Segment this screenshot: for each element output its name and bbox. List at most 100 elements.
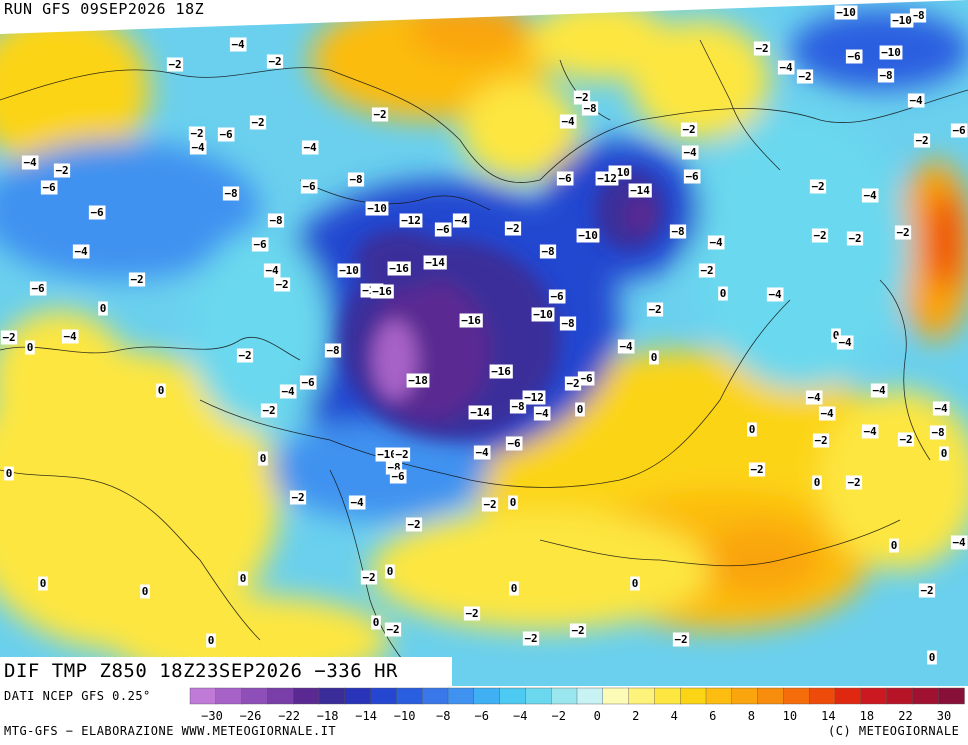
contour-label-bg <box>950 535 968 550</box>
contour-label-bg <box>932 401 950 416</box>
contour-label: −10 <box>339 264 359 277</box>
contour-label: −8 <box>561 317 574 330</box>
contour-label: −16 <box>372 285 392 298</box>
contour-label: 0 <box>651 351 658 364</box>
contour-label: −8 <box>326 344 339 357</box>
contour-label: −2 <box>386 623 399 636</box>
contour-label-bg <box>238 571 248 586</box>
contour-label: −10 <box>367 202 387 215</box>
contour-label: −10 <box>578 229 598 242</box>
contour-label: −4 <box>475 446 489 459</box>
contour-label: −2 <box>920 584 933 597</box>
legend-tick-label: −18 <box>317 709 339 723</box>
contour-label-bg <box>389 469 407 484</box>
contour-label: −16 <box>461 314 481 327</box>
contour-label: −2 <box>798 70 811 83</box>
contour-label: −2 <box>168 58 181 71</box>
legend-swatch <box>370 687 398 705</box>
contour-label-bg <box>877 68 895 83</box>
contour-label-bg <box>4 466 14 481</box>
contour-label-bg <box>897 432 915 447</box>
contour-label-bg <box>348 495 366 510</box>
contour-label-bg <box>406 373 430 388</box>
contour-label-bg <box>370 284 394 299</box>
contour-label-bg <box>385 564 395 579</box>
contour-label: −4 <box>768 288 782 301</box>
contour-label: −6 <box>550 290 564 303</box>
legend-swatch <box>602 687 630 705</box>
contour-label: −6 <box>685 170 699 183</box>
contour-label-bg <box>509 399 527 414</box>
contour-label: −10 <box>377 448 397 461</box>
legend-swatch <box>525 687 552 705</box>
contour-label-bg <box>581 101 599 116</box>
contour-label-bg <box>249 115 267 130</box>
contour-label: −4 <box>807 391 821 404</box>
contour-label-bg <box>927 650 937 665</box>
contour-label-bg <box>375 447 399 462</box>
contour-label: −2 <box>524 632 537 645</box>
contour-label-bg <box>861 188 879 203</box>
contour-label: −2 <box>571 624 584 637</box>
contour-label-bg <box>279 384 297 399</box>
legend-tick-label: −26 <box>240 709 262 723</box>
contour-label: −10 <box>892 14 912 27</box>
contour-label-bg <box>929 425 947 440</box>
legend-swatch <box>447 687 475 705</box>
contour-label: −4 <box>350 496 364 509</box>
contour-label-bg <box>128 272 146 287</box>
contour-label: −4 <box>74 245 88 258</box>
contour-label: 0 <box>142 585 149 598</box>
contour-label: −4 <box>709 236 723 249</box>
contour-label: −2 <box>238 349 251 362</box>
contour-label: 0 <box>891 539 898 552</box>
contour-label-bg <box>777 60 795 75</box>
contour-label: −4 <box>454 214 468 227</box>
contour-label: −2 <box>2 331 15 344</box>
contour-label-bg <box>299 375 317 390</box>
contour-label-bg <box>617 339 635 354</box>
legend-swatch <box>860 687 888 705</box>
contour-label-bg <box>649 350 659 365</box>
contour-label-bg <box>556 171 574 186</box>
contour-label-bg <box>796 69 814 84</box>
legend-swatch <box>215 687 243 705</box>
contour-label-bg <box>25 340 35 355</box>
contour-label-bg <box>29 281 47 296</box>
legend-tick-label: −10 <box>394 709 416 723</box>
contour-label: −8 <box>911 9 924 22</box>
contour-label-bg <box>918 583 936 598</box>
contour-label-bg <box>405 517 423 532</box>
legend-swatch <box>680 687 707 705</box>
contour-label: −4 <box>63 330 77 343</box>
contour-label-bg <box>206 633 216 648</box>
contour-label: −2 <box>465 607 478 620</box>
contour-label: −2 <box>291 491 304 504</box>
contour-label-bg <box>423 255 447 270</box>
contour-label: −4 <box>231 38 245 51</box>
contour-label-bg <box>766 287 784 302</box>
contour-label-bg <box>836 335 854 350</box>
contour-label-bg <box>573 90 591 105</box>
legend-swatch <box>293 687 320 705</box>
legend-swatch <box>705 687 733 705</box>
contour-label-bg <box>371 615 381 630</box>
legend-tick-label: 8 <box>748 709 755 723</box>
contour-label-bg <box>748 462 766 477</box>
contour-label-bg <box>698 263 716 278</box>
contour-label: −2 <box>674 633 687 646</box>
contour-label-bg <box>575 402 585 417</box>
contour-label: 0 <box>941 447 948 460</box>
contour-label-bg <box>468 405 492 420</box>
contour-label-bg <box>533 406 551 421</box>
contour-label-bg <box>680 122 698 137</box>
legend-swatch <box>396 687 423 705</box>
contour-label-bg <box>38 576 48 591</box>
contour-label: −6 <box>42 181 56 194</box>
contour-label-bg <box>236 348 254 363</box>
contour-label: 0 <box>577 403 584 416</box>
legend-swatch <box>783 687 810 705</box>
contour-label: −8 <box>349 173 362 186</box>
contour-label-bg <box>217 127 235 142</box>
map-title: DIF TMP Z850 18Z23SEP2026 −336 HR <box>0 657 452 686</box>
